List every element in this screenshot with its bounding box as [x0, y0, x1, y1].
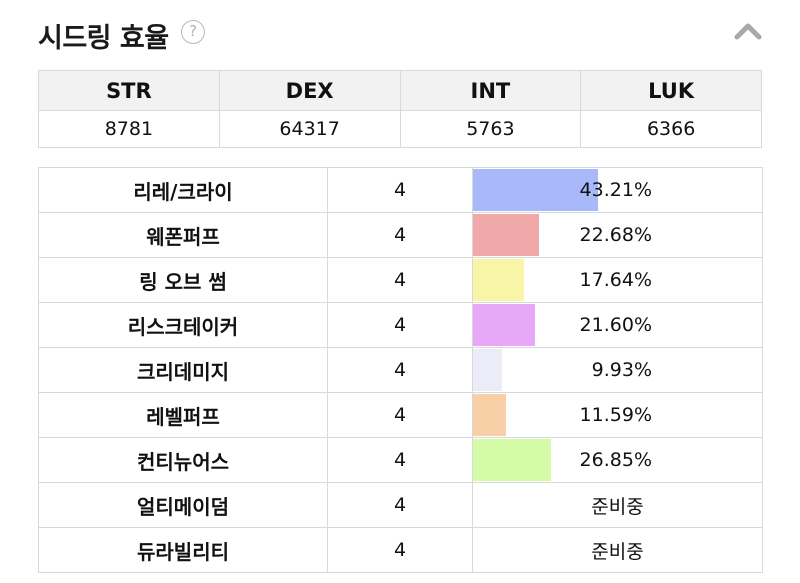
skill-level: 4 — [327, 392, 473, 438]
efficiency-cell: 11.59% — [472, 392, 763, 438]
skill-level: 4 — [327, 527, 473, 573]
efficiency-bar — [473, 439, 551, 481]
efficiency-percent: 11.59% — [579, 404, 652, 426]
skill-name: 링 오브 썸 — [38, 257, 328, 303]
efficiency-row: 얼티메이덤 4 준비중 — [38, 482, 763, 528]
skill-level: 4 — [327, 437, 473, 483]
stat-value-str: 8781 — [38, 110, 220, 148]
stat-header-dex: DEX — [218, 70, 401, 111]
skill-level: 4 — [327, 482, 473, 528]
chevron-up-icon[interactable] — [734, 20, 762, 42]
skill-name: 얼티메이덤 — [38, 482, 328, 528]
efficiency-cell: 17.64% — [472, 257, 763, 303]
skill-level: 4 — [327, 302, 473, 348]
efficiency-percent: 9.93% — [591, 359, 652, 381]
efficiency-row: 컨티뉴어스 4 26.85% — [38, 437, 763, 483]
efficiency-cell: 9.93% — [472, 347, 763, 393]
efficiency-cell: 26.85% — [472, 437, 763, 483]
skill-name: 웨폰퍼프 — [38, 212, 328, 258]
efficiency-percent: 17.64% — [579, 269, 652, 291]
stat-value-dex: 64317 — [218, 110, 401, 148]
skill-level: 4 — [327, 347, 473, 393]
efficiency-cell: 준비중 — [472, 482, 763, 528]
section-title: 시드링 효율 — [38, 23, 169, 54]
stat-header-int: INT — [399, 70, 582, 111]
efficiency-percent: 26.85% — [579, 449, 652, 471]
skill-name: 리스크테이커 — [38, 302, 328, 348]
skill-name: 듀라빌리티 — [38, 527, 328, 573]
stat-value-int: 5763 — [399, 110, 582, 148]
stat-header-luk: LUK — [580, 70, 762, 111]
efficiency-cell: 준비중 — [472, 527, 763, 573]
efficiency-cell: 21.60% — [472, 302, 763, 348]
efficiency-table: 리레/크라이 4 43.21% 웨폰퍼프 4 22.68% 링 오브 썸 4 17.64% 리스크… — [38, 167, 763, 573]
efficiency-row: 웨폰퍼프 4 22.68% — [38, 212, 763, 258]
skill-name: 리레/크라이 — [38, 167, 328, 213]
efficiency-row: 레벨퍼프 4 11.59% — [38, 392, 763, 438]
skill-name: 컨티뉴어스 — [38, 437, 328, 483]
efficiency-bar — [473, 169, 598, 211]
skill-name: 레벨퍼프 — [38, 392, 328, 438]
stat-value-luk: 6366 — [580, 110, 762, 148]
efficiency-percent: 43.21% — [579, 179, 652, 201]
stats-table: STR DEX INT LUK 8781 64317 5763 6366 — [38, 70, 762, 148]
skill-level: 4 — [327, 212, 473, 258]
efficiency-bar — [473, 214, 539, 256]
efficiency-percent: 21.60% — [579, 314, 652, 336]
efficiency-row: 리레/크라이 4 43.21% — [38, 167, 763, 213]
efficiency-row: 크리데미지 4 9.93% — [38, 347, 763, 393]
efficiency-bar — [473, 259, 524, 301]
skill-level: 4 — [327, 257, 473, 303]
efficiency-bar — [473, 349, 502, 391]
efficiency-percent: 준비중 — [591, 495, 644, 518]
question-circle-icon[interactable]: ? — [181, 20, 205, 44]
skill-name: 크리데미지 — [38, 347, 328, 393]
efficiency-percent: 22.68% — [579, 224, 652, 246]
efficiency-bar — [473, 394, 507, 436]
efficiency-percent: 준비중 — [591, 540, 644, 563]
efficiency-row: 듀라빌리티 4 준비중 — [38, 527, 763, 573]
stat-header-str: STR — [38, 70, 220, 111]
skill-level: 4 — [327, 167, 473, 213]
efficiency-row: 리스크테이커 4 21.60% — [38, 302, 763, 348]
section-header: 시드링 효율 ? — [38, 10, 762, 54]
efficiency-cell: 22.68% — [472, 212, 763, 258]
efficiency-bar — [473, 304, 536, 346]
efficiency-row: 링 오브 썸 4 17.64% — [38, 257, 763, 303]
efficiency-cell: 43.21% — [472, 167, 763, 213]
